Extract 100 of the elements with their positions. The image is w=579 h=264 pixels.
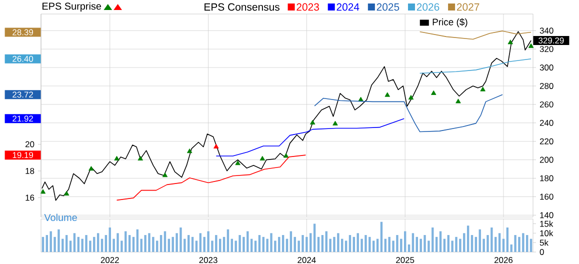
bar (294, 236, 296, 252)
bar (96, 233, 100, 252)
y2-tick-label: 18 (26, 168, 34, 174)
bar (168, 238, 170, 252)
bar (424, 235, 426, 252)
bar (77, 236, 80, 252)
legend-title: EPS Consensus (204, 3, 280, 11)
bar (69, 240, 72, 252)
bar (310, 233, 312, 252)
legend-label: 2027 (456, 3, 480, 11)
bar (380, 222, 383, 252)
y-tick-label: 15k (540, 220, 554, 227)
bar (518, 236, 520, 252)
point (310, 120, 316, 124)
bar (388, 236, 390, 252)
bar (522, 233, 524, 252)
bar (140, 238, 142, 252)
line-series (116, 154, 306, 201)
bar (195, 240, 198, 252)
bar (478, 229, 481, 252)
bar (42, 236, 44, 252)
y2-tick-label: 23.72 (12, 92, 33, 98)
line-series (419, 58, 532, 74)
text: EPS Surprise (42, 2, 102, 12)
bar (384, 238, 387, 252)
bar (356, 233, 359, 252)
bar (420, 238, 422, 252)
bar (172, 236, 174, 252)
bar (116, 233, 119, 252)
bar (218, 238, 222, 252)
y-tick-label: 10k (540, 230, 554, 236)
bar (128, 235, 131, 252)
point (456, 98, 461, 104)
bar (470, 235, 474, 252)
bar (152, 236, 154, 252)
point (162, 172, 168, 178)
bar (104, 235, 108, 252)
y2-tick-label: 26.40 (12, 56, 34, 62)
bar (238, 235, 241, 252)
bar (325, 231, 328, 252)
bar (408, 244, 410, 252)
bar (474, 236, 478, 252)
point (88, 166, 94, 171)
bar (352, 236, 356, 252)
point (431, 90, 436, 95)
bar (416, 236, 418, 252)
bar (58, 229, 60, 252)
x-tick-label: 2024 (298, 257, 316, 264)
bar (148, 233, 150, 252)
y-tick-label: 340 (540, 28, 554, 34)
bar (108, 227, 111, 252)
line-series (216, 118, 405, 156)
bar (278, 236, 280, 252)
bar (270, 233, 272, 252)
bar (93, 236, 96, 252)
bar (313, 224, 316, 252)
bar (321, 235, 324, 252)
y-tick-label: 280 (540, 82, 554, 89)
point (358, 96, 364, 102)
bar (490, 227, 493, 252)
point (214, 144, 219, 148)
bar (368, 236, 371, 252)
bar (188, 235, 190, 252)
bar (100, 238, 104, 252)
bar (412, 233, 414, 252)
y2-tick-label: 28.39 (12, 29, 33, 36)
bar (348, 235, 352, 252)
bar (191, 236, 194, 252)
point (64, 190, 70, 196)
bar (222, 236, 226, 252)
bar (317, 236, 320, 252)
y-tick-label: 220 (540, 138, 554, 144)
bar (132, 236, 135, 252)
bar (372, 240, 375, 252)
bar (435, 236, 438, 252)
bar (180, 227, 182, 252)
chart-title: Volume (44, 214, 77, 222)
bar (160, 235, 162, 252)
bar (463, 233, 466, 252)
bar (46, 235, 48, 252)
bar (396, 235, 398, 252)
point (40, 189, 46, 194)
point (528, 43, 534, 48)
bar (439, 231, 442, 252)
bar (73, 233, 76, 252)
bar (136, 229, 139, 252)
bar (254, 240, 257, 252)
bar (455, 236, 458, 252)
bar (124, 231, 127, 252)
y2-tick-label: 21.92 (12, 116, 33, 122)
bar (333, 236, 336, 252)
y-tick-label: 260 (540, 101, 554, 108)
bar (502, 238, 505, 252)
bar (526, 235, 528, 252)
bar (337, 233, 340, 252)
y-tick-label: 240 (540, 120, 554, 126)
point (283, 153, 289, 158)
legend-label: 2024 (336, 3, 360, 11)
bar (306, 236, 308, 252)
y-tick-label: 5k (540, 239, 548, 246)
